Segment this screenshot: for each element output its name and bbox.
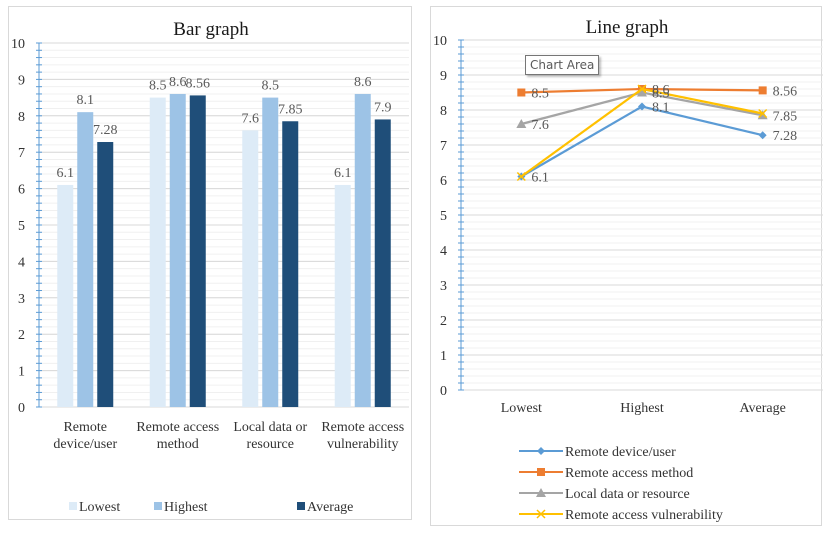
y-tick-label: 2 [440,314,447,329]
data-label: 7.85 [773,109,798,124]
data-label: 8.5 [262,79,280,94]
legend-marker-2 [536,488,546,497]
legend-marker-3 [536,509,546,519]
category-label: Remote [63,420,107,435]
y-tick-label: 2 [18,328,25,343]
series-3-marker [637,84,647,94]
bar-lowest [334,184,351,407]
legend-label: Lowest [79,500,120,515]
line-chart-svg: Line graph 0 1 2 3 4 5 6 7 8 9 10 Lowest Highest Avera… [433,17,823,523]
data-label: 6.1 [57,166,75,181]
data-label: 8.56 [773,84,798,99]
legend-label: Highest [164,500,208,515]
legend-marker-1 [537,468,545,476]
category-label: method [157,437,199,452]
category-label: vulnerability [327,437,399,452]
data-label: 8.6 [652,83,670,98]
data-label: 7.6 [531,118,549,133]
legend-swatch-highest [154,502,162,510]
y-tick-label: 1 [440,349,447,364]
legend-label: Local data or resource [565,487,690,502]
data-label: 7.85 [278,102,303,117]
series-0-marker [758,131,767,140]
data-label: 8.5 [149,79,167,94]
bar-chart-panel[interactable]: Bar graph 0 1 2 3 4 5 6 7 8 9 10 6.1 8.1 7.28 Remote dev… [8,6,412,520]
data-label: 8.6 [354,75,372,90]
data-label: 8.5 [531,87,549,102]
bar-highest [354,93,371,408]
bar-average [374,119,391,407]
y-tick-label: 3 [440,279,447,294]
data-label: 8.1 [652,101,670,116]
y-tick-label: 9 [18,73,25,88]
legend-label: Average [307,500,353,515]
bar-lowest [57,184,74,407]
data-label: 8.5 [652,87,670,102]
chart-title: Line graph [586,17,669,38]
bar-highest [262,97,279,407]
y-tick-label: 8 [440,104,447,119]
chart-area-tooltip: Chart Area [525,55,600,75]
legend-label: Remote device/user [565,445,676,460]
y-tick-label: 3 [18,292,25,307]
y-tick-label: 8 [18,110,25,125]
data-label: 7.28 [93,123,118,138]
bar-highest [77,112,94,407]
category-label: Lowest [501,401,542,416]
legend-label: Remote access method [565,466,693,481]
line-chart-panel[interactable]: Line graph 0 1 2 3 4 5 6 7 8 9 10 Lowest Highest Avera… [430,6,823,526]
data-label: 8.6 [169,75,187,90]
series-2-marker [516,119,527,128]
y-tick-label: 7 [440,139,447,154]
y-tick-label: 4 [440,244,447,259]
data-label: 6.1 [531,171,549,186]
data-label: 8.1 [77,93,95,108]
data-label: 6.1 [334,166,352,181]
bar-lowest [242,130,259,408]
series-1-marker [517,88,526,97]
y-tick-label: 0 [440,384,447,399]
data-label: 8.56 [186,76,211,91]
bar-lowest [149,97,166,407]
y-tick-label: 9 [440,69,447,84]
y-tick-label: 0 [18,401,25,416]
series-0-marker [638,102,646,111]
y-tick-label: 6 [18,183,25,198]
category-label: Highest [620,401,664,416]
y-tick-label: 1 [18,365,25,380]
y-tick-label: 10 [433,34,447,49]
data-label: 7.9 [374,100,392,115]
legend-marker-0 [537,447,545,455]
series-line-3 [520,87,763,178]
category-label: device/user [53,437,117,452]
series-2-marker [637,87,647,97]
y-tick-label: 4 [18,255,25,270]
bar-highest [169,93,186,408]
category-label: resource [247,437,294,452]
y-tick-label: 6 [440,174,447,189]
series-1-marker [758,86,767,95]
bar-chart-svg: Bar graph 0 1 2 3 4 5 6 7 8 9 10 6.1 8.1 7.28 Remote dev… [11,19,409,515]
data-label: 7.6 [242,111,260,126]
data-label: 7.28 [773,129,798,144]
category-label: Remote access [321,420,404,435]
bar-average [97,142,114,407]
y-tick-label: 10 [11,37,25,52]
category-label: Remote access [136,420,219,435]
series-3-marker [758,108,768,119]
category-label: Average [739,401,785,416]
bar-average [282,121,299,407]
legend-swatch-lowest [69,502,77,510]
series-3-marker [516,171,526,182]
legend-swatch-average [297,502,305,510]
y-tick-label: 5 [440,209,447,224]
bar-average [189,95,206,407]
legend-label: Remote access vulnerability [565,508,723,523]
y-tick-label: 5 [18,219,25,234]
chart-title: Bar graph [173,19,249,40]
category-label: Local data or [233,420,307,435]
y-tick-label: 7 [18,146,25,161]
